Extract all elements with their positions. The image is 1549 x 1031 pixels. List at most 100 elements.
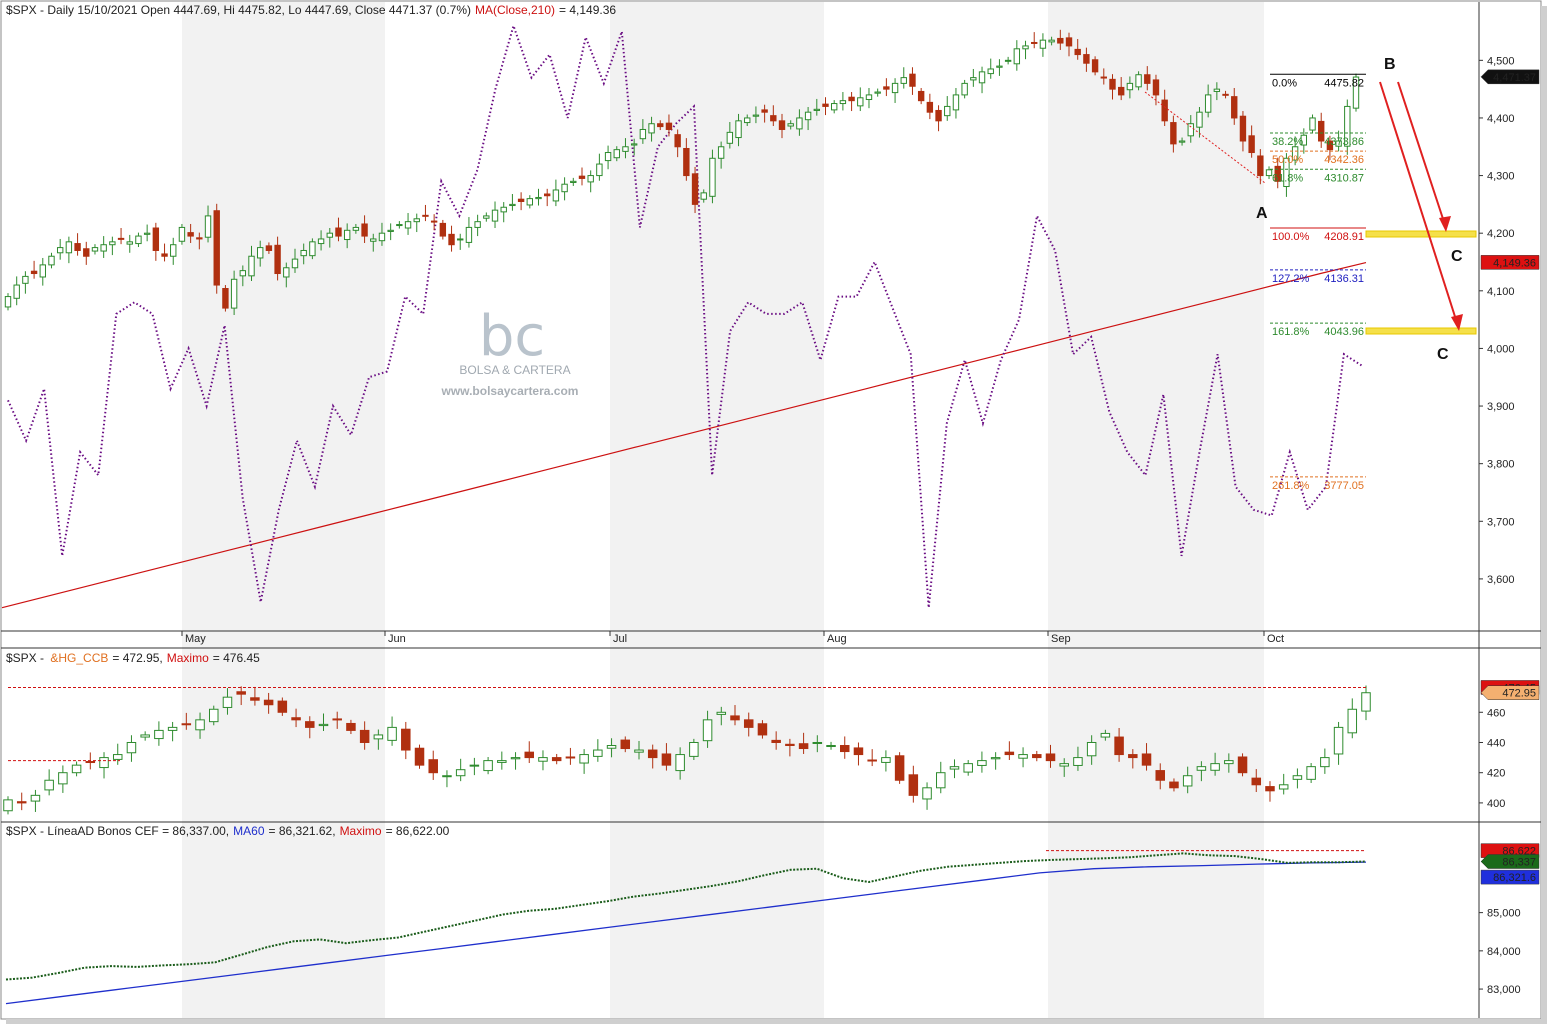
fib-value-5: 4136.31 <box>1324 273 1364 285</box>
main-candle-body <box>204 215 212 238</box>
main-header: $SPX - Daily 15/10/2021 Open 4447.69, Hi… <box>6 3 616 17</box>
copper-candle-body <box>551 757 562 762</box>
copper-candle-body <box>181 723 192 726</box>
ad-ma-tag-text: 86,321.6 <box>1493 872 1536 884</box>
main-candle-body <box>283 267 290 278</box>
fib-label-7: 261.8% <box>1272 480 1310 492</box>
watermark: bc BOLSA & CARTERA www.bolsaycartera.com <box>441 304 579 398</box>
copper-candle-body <box>195 719 205 731</box>
copper-candles-layer <box>3 685 1371 815</box>
fib-label-3: 61.8% <box>1272 172 1303 184</box>
main-candle-body <box>161 253 168 257</box>
main-candle-body <box>891 82 899 94</box>
main-candle-body <box>291 258 299 269</box>
main-candle-body <box>874 91 881 94</box>
main-candle-body <box>91 247 99 252</box>
copper-candle-body <box>44 779 54 791</box>
ad-ma-tag-bg <box>1480 869 1540 885</box>
ad-ma-label: MA60 <box>233 824 265 838</box>
copper-candle-body <box>949 766 960 770</box>
copper-candle-body <box>743 719 754 728</box>
fib-value-2: 4342.36 <box>1324 154 1364 166</box>
watermark-line2: www.bolsaycartera.com <box>441 384 579 398</box>
copper-header-prefix: $SPX - <box>6 651 47 665</box>
copper-candle-body <box>689 741 699 757</box>
main-candle-body <box>143 232 151 235</box>
copper-candle-body <box>1333 726 1344 755</box>
copper-candle-body <box>620 739 631 750</box>
main-candle-body <box>526 198 534 206</box>
month-label-aug: Aug <box>827 633 847 645</box>
main-candle-body <box>1057 37 1064 44</box>
ad-ma-value: = 86,321.62, <box>269 824 336 838</box>
copper-candle-body <box>606 745 617 749</box>
main-candle-body <box>596 163 603 177</box>
copper-last-tag-text: 472.95 <box>1502 688 1536 700</box>
copper-max-value: = 476.45 <box>213 651 260 665</box>
main-candle-body <box>1318 120 1325 142</box>
copper-candle-body <box>154 729 164 740</box>
shade-sep <box>1048 2 1264 1018</box>
main-candle-body <box>804 111 812 121</box>
main-candle-body <box>909 73 916 87</box>
main-candle-body <box>109 241 116 246</box>
copper-candle-body <box>222 696 233 708</box>
main-candle-body <box>639 128 647 140</box>
main-candle-body <box>187 232 194 237</box>
main-candle-body <box>1291 146 1299 161</box>
main-candle-body <box>1352 76 1360 109</box>
copper-series-value: = 472.95, <box>112 651 162 665</box>
breadth-layer <box>7 22 1363 608</box>
main-candle-body <box>578 175 586 179</box>
month-label-may: May <box>185 633 206 645</box>
main-ma-layer <box>1 262 1367 609</box>
main-candle-body <box>378 232 386 242</box>
main-candle-body <box>535 196 542 200</box>
main-candle-body <box>570 180 577 183</box>
fib-label-5: 127.2% <box>1272 273 1310 285</box>
main-candle-body <box>665 122 673 130</box>
main-candle-body <box>865 94 873 101</box>
arrow-head-upper <box>1439 216 1451 232</box>
copper-candle-body <box>894 755 905 781</box>
main-candle-body <box>613 149 620 159</box>
copper-candle-body <box>798 743 809 750</box>
copper-candle-body <box>867 759 877 762</box>
main-candle-body <box>830 103 838 111</box>
main-candle-body <box>1222 93 1229 96</box>
copper-candle-body <box>483 760 493 772</box>
main-candle-body <box>674 134 681 148</box>
ad-y-tick-label-2: 83,000 <box>1487 984 1521 996</box>
copper-candle-body <box>963 763 973 773</box>
ad-line <box>5 852 1367 981</box>
main-candle-body <box>1100 76 1107 79</box>
fib-value-6: 4043.96 <box>1324 326 1364 338</box>
main-candle-body <box>604 152 612 162</box>
main-y-tick-label-1: 4,400 <box>1487 113 1515 125</box>
copper-candle-body <box>826 745 836 748</box>
copper-candle-body <box>1306 766 1316 780</box>
main-candle-body <box>309 241 316 257</box>
main-candle-body <box>1004 59 1012 62</box>
main-candle-body <box>839 100 847 105</box>
copper-candle-body <box>1100 732 1111 738</box>
main-candle-body <box>361 223 368 237</box>
main-candle-body <box>300 249 307 257</box>
copper-y-tick-label-0: 460 <box>1487 707 1505 719</box>
copper-candle-body <box>401 728 411 751</box>
main-candle-body <box>1265 169 1273 177</box>
main-candle-body <box>1283 157 1290 188</box>
main-y-tick-label-2: 4,300 <box>1487 171 1515 183</box>
copper-candle-body <box>839 745 850 753</box>
main-candle-body <box>1213 88 1221 92</box>
main-candle-body <box>657 123 664 128</box>
fib-value-3: 4310.87 <box>1324 172 1364 184</box>
copper-candle-body <box>1210 763 1220 771</box>
month-label-sep: Sep <box>1051 633 1071 645</box>
month-label-jun: Jun <box>388 633 406 645</box>
fib-label-6: 161.8% <box>1272 326 1310 338</box>
last-price-tag-bg <box>1480 69 1540 85</box>
main-candle-body <box>996 65 1003 68</box>
copper-candle-body <box>3 799 13 812</box>
main-candle-body <box>483 215 490 219</box>
